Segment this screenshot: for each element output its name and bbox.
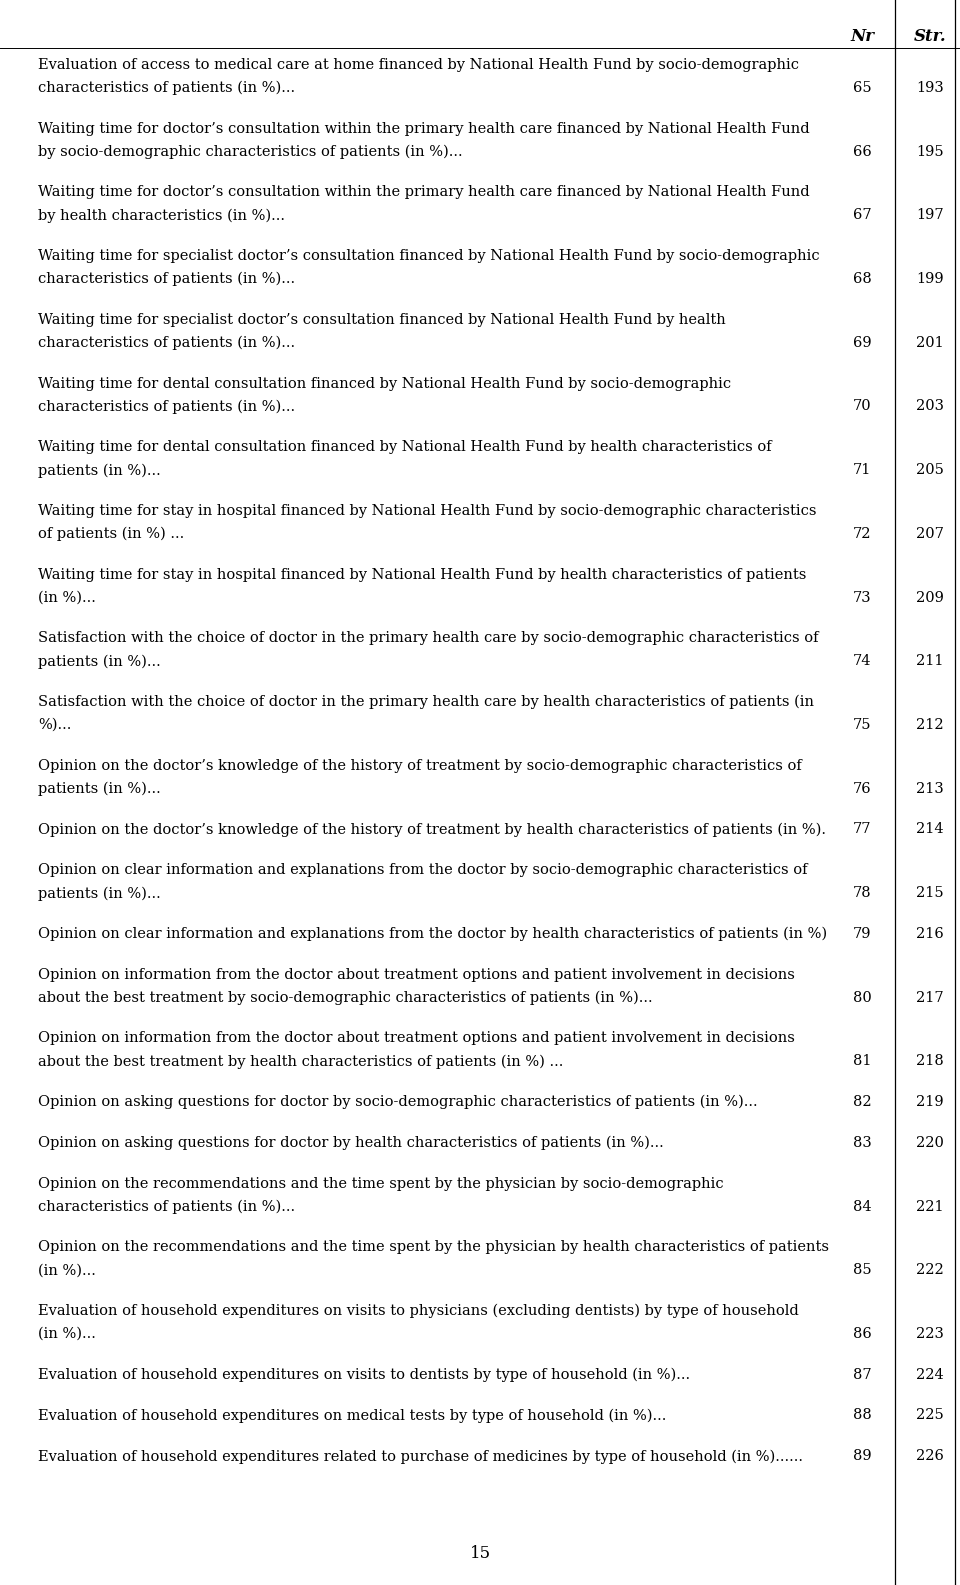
- Text: 83: 83: [852, 1136, 872, 1149]
- Text: 213: 213: [916, 781, 944, 796]
- Text: 205: 205: [916, 463, 944, 477]
- Text: 89: 89: [852, 1449, 872, 1463]
- Text: by socio-demographic characteristics of patients (in %)...: by socio-demographic characteristics of …: [38, 144, 463, 158]
- Text: (in %)...: (in %)...: [38, 1327, 96, 1341]
- Text: Waiting time for specialist doctor’s consultation financed by National Health Fu: Waiting time for specialist doctor’s con…: [38, 312, 726, 327]
- Text: 224: 224: [916, 1368, 944, 1382]
- Text: 222: 222: [916, 1263, 944, 1278]
- Text: 207: 207: [916, 526, 944, 540]
- Text: 74: 74: [852, 655, 872, 669]
- Text: 214: 214: [916, 823, 944, 837]
- Text: 79: 79: [852, 927, 872, 941]
- Text: 193: 193: [916, 81, 944, 95]
- Text: Waiting time for stay in hospital financed by National Health Fund by health cha: Waiting time for stay in hospital financ…: [38, 567, 806, 582]
- Text: patients (in %)...: patients (in %)...: [38, 655, 160, 669]
- Text: 65: 65: [852, 81, 872, 95]
- Text: 75: 75: [852, 718, 872, 732]
- Text: Opinion on the recommendations and the time spent by the physician by socio-demo: Opinion on the recommendations and the t…: [38, 1176, 724, 1190]
- Text: 223: 223: [916, 1327, 944, 1341]
- Text: 87: 87: [852, 1368, 872, 1382]
- Text: patients (in %)...: patients (in %)...: [38, 781, 160, 796]
- Text: patients (in %)...: patients (in %)...: [38, 463, 160, 477]
- Text: 67: 67: [852, 208, 872, 222]
- Text: patients (in %)...: patients (in %)...: [38, 886, 160, 900]
- Text: 66: 66: [852, 144, 872, 158]
- Text: (in %)...: (in %)...: [38, 1263, 96, 1278]
- Text: 77: 77: [852, 823, 872, 837]
- Text: 195: 195: [916, 144, 944, 158]
- Text: characteristics of patients (in %)...: characteristics of patients (in %)...: [38, 273, 295, 287]
- Text: 68: 68: [852, 273, 872, 285]
- Text: Evaluation of household expenditures on visits to physicians (excluding dentists: Evaluation of household expenditures on …: [38, 1304, 799, 1319]
- Text: 226: 226: [916, 1449, 944, 1463]
- Text: 86: 86: [852, 1327, 872, 1341]
- Text: 197: 197: [916, 208, 944, 222]
- Text: Opinion on the recommendations and the time spent by the physician by health cha: Opinion on the recommendations and the t…: [38, 1241, 829, 1254]
- Text: Waiting time for doctor’s consultation within the primary health care financed b: Waiting time for doctor’s consultation w…: [38, 185, 809, 200]
- Text: 69: 69: [852, 336, 872, 350]
- Text: 203: 203: [916, 399, 944, 414]
- Text: 76: 76: [852, 781, 872, 796]
- Text: Evaluation of household expenditures related to purchase of medicines by type of: Evaluation of household expenditures rel…: [38, 1449, 803, 1463]
- Text: 80: 80: [852, 991, 872, 1005]
- Text: Satisfaction with the choice of doctor in the primary health care by health char: Satisfaction with the choice of doctor i…: [38, 694, 814, 710]
- Text: Waiting time for doctor’s consultation within the primary health care financed b: Waiting time for doctor’s consultation w…: [38, 122, 809, 136]
- Text: Opinion on information from the doctor about treatment options and patient invol: Opinion on information from the doctor a…: [38, 1032, 795, 1046]
- Text: Waiting time for dental consultation financed by National Health Fund by socio-d: Waiting time for dental consultation fin…: [38, 377, 732, 390]
- Text: 201: 201: [916, 336, 944, 350]
- Text: 221: 221: [916, 1200, 944, 1214]
- Text: 70: 70: [852, 399, 872, 414]
- Text: 72: 72: [852, 526, 872, 540]
- Text: 84: 84: [852, 1200, 872, 1214]
- Text: Nr: Nr: [850, 29, 874, 44]
- Text: Evaluation of household expenditures on medical tests by type of household (in %: Evaluation of household expenditures on …: [38, 1409, 666, 1423]
- Text: Opinion on asking questions for doctor by health characteristics of patients (in: Opinion on asking questions for doctor b…: [38, 1136, 663, 1151]
- Text: 219: 219: [916, 1095, 944, 1110]
- Text: characteristics of patients (in %)...: characteristics of patients (in %)...: [38, 399, 295, 414]
- Text: 71: 71: [852, 463, 871, 477]
- Text: 220: 220: [916, 1136, 944, 1149]
- Text: Opinion on information from the doctor about treatment options and patient invol: Opinion on information from the doctor a…: [38, 968, 795, 981]
- Text: 215: 215: [916, 886, 944, 900]
- Text: (in %)...: (in %)...: [38, 591, 96, 604]
- Text: Waiting time for dental consultation financed by National Health Fund by health : Waiting time for dental consultation fin…: [38, 441, 772, 455]
- Text: 216: 216: [916, 927, 944, 941]
- Text: 209: 209: [916, 591, 944, 604]
- Text: Waiting time for specialist doctor’s consultation financed by National Health Fu: Waiting time for specialist doctor’s con…: [38, 249, 820, 263]
- Text: Satisfaction with the choice of doctor in the primary health care by socio-demog: Satisfaction with the choice of doctor i…: [38, 631, 819, 645]
- Text: Waiting time for stay in hospital financed by National Health Fund by socio-demo: Waiting time for stay in hospital financ…: [38, 504, 817, 518]
- Text: 88: 88: [852, 1409, 872, 1422]
- Text: characteristics of patients (in %)...: characteristics of patients (in %)...: [38, 1200, 295, 1214]
- Text: 218: 218: [916, 1054, 944, 1068]
- Text: Opinion on clear information and explanations from the doctor by health characte: Opinion on clear information and explana…: [38, 927, 828, 941]
- Text: Evaluation of access to medical care at home financed by National Health Fund by: Evaluation of access to medical care at …: [38, 59, 799, 71]
- Text: by health characteristics (in %)...: by health characteristics (in %)...: [38, 208, 285, 223]
- Text: Evaluation of household expenditures on visits to dentists by type of household : Evaluation of household expenditures on …: [38, 1368, 690, 1382]
- Text: %)...: %)...: [38, 718, 71, 732]
- Text: about the best treatment by socio-demographic characteristics of patients (in %): about the best treatment by socio-demogr…: [38, 991, 653, 1005]
- Text: 15: 15: [469, 1545, 491, 1561]
- Text: 81: 81: [852, 1054, 872, 1068]
- Text: about the best treatment by health characteristics of patients (in %) ...: about the best treatment by health chara…: [38, 1054, 564, 1068]
- Text: 211: 211: [916, 655, 944, 669]
- Text: characteristics of patients (in %)...: characteristics of patients (in %)...: [38, 81, 295, 95]
- Text: Str.: Str.: [914, 29, 947, 44]
- Text: Opinion on asking questions for doctor by socio-demographic characteristics of p: Opinion on asking questions for doctor b…: [38, 1095, 757, 1110]
- Text: Opinion on the doctor’s knowledge of the history of treatment by socio-demograph: Opinion on the doctor’s knowledge of the…: [38, 759, 802, 773]
- Text: 225: 225: [916, 1409, 944, 1422]
- Text: Opinion on the doctor’s knowledge of the history of treatment by health characte: Opinion on the doctor’s knowledge of the…: [38, 823, 830, 837]
- Text: 199: 199: [916, 273, 944, 285]
- Text: 212: 212: [916, 718, 944, 732]
- Text: 73: 73: [852, 591, 872, 604]
- Text: 85: 85: [852, 1263, 872, 1278]
- Text: Opinion on clear information and explanations from the doctor by socio-demograph: Opinion on clear information and explana…: [38, 864, 807, 877]
- Text: 217: 217: [916, 991, 944, 1005]
- Text: characteristics of patients (in %)...: characteristics of patients (in %)...: [38, 336, 295, 350]
- Text: 78: 78: [852, 886, 872, 900]
- Text: 82: 82: [852, 1095, 872, 1110]
- Text: of patients (in %) ...: of patients (in %) ...: [38, 526, 184, 540]
